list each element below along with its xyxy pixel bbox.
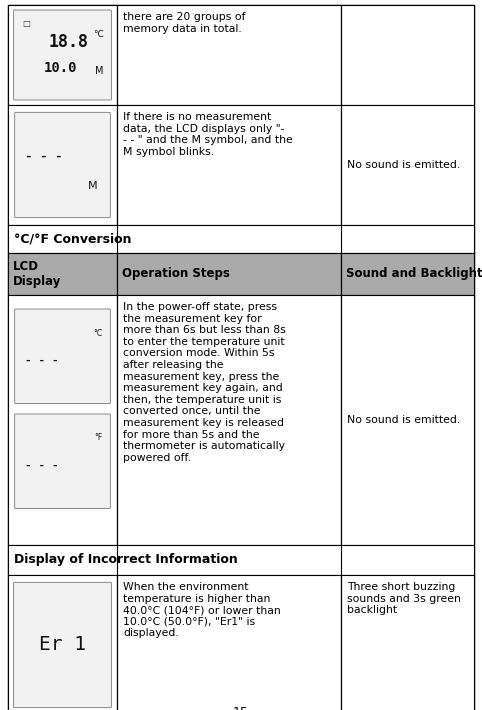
Bar [341, 253, 474, 295]
Text: Three short buzzing
sounds and 3s green
backlight: Three short buzzing sounds and 3s green … [347, 582, 461, 615]
Text: - - -: - - - [25, 151, 63, 163]
Text: 15: 15 [233, 706, 249, 710]
Text: Display of Incorrect Information: Display of Incorrect Information [14, 554, 238, 567]
Text: In the power-off state, press
the measurement key for
more than 6s but less than: In the power-off state, press the measur… [123, 302, 286, 463]
FancyBboxPatch shape [14, 414, 110, 508]
Text: □: □ [22, 19, 30, 28]
Text: 10.0: 10.0 [43, 61, 77, 75]
Bar [8, 5, 117, 105]
FancyBboxPatch shape [13, 582, 111, 708]
Bar [117, 5, 341, 105]
Text: If there is no measurement
data, the LCD displays only "-
- - " and the M symbol: If there is no measurement data, the LCD… [123, 112, 293, 157]
Text: M: M [88, 180, 97, 191]
FancyBboxPatch shape [14, 112, 110, 217]
Text: Operation Steps: Operation Steps [122, 268, 230, 280]
Bar [8, 295, 117, 545]
Bar [8, 253, 117, 295]
Bar [117, 295, 341, 545]
FancyBboxPatch shape [14, 309, 110, 403]
FancyBboxPatch shape [13, 10, 111, 100]
Bar [117, 253, 341, 295]
Text: No sound is emitted.: No sound is emitted. [347, 415, 460, 425]
Bar [117, 105, 341, 225]
Text: 18.8: 18.8 [48, 33, 88, 51]
Bar [117, 575, 341, 710]
Bar [341, 5, 474, 105]
Text: No sound is emitted.: No sound is emitted. [347, 160, 460, 170]
Bar [8, 105, 117, 225]
Bar [8, 545, 474, 575]
Text: When the environment
temperature is higher than
40.0°C (104°F) or lower than
10.: When the environment temperature is high… [123, 582, 281, 638]
Text: Er 1: Er 1 [39, 635, 86, 655]
Text: Sound and Backlight: Sound and Backlight [346, 268, 482, 280]
Bar [8, 225, 474, 253]
Text: °F: °F [94, 434, 102, 442]
Text: °C: °C [94, 31, 104, 39]
Text: there are 20 groups of
memory data in total.: there are 20 groups of memory data in to… [123, 12, 245, 33]
Bar [341, 295, 474, 545]
Bar [341, 575, 474, 710]
Bar [341, 105, 474, 225]
Bar [8, 575, 117, 710]
Text: °C: °C [94, 329, 103, 337]
Text: LCD
Display: LCD Display [13, 260, 61, 288]
Text: °C/°F Conversion: °C/°F Conversion [14, 232, 132, 246]
Text: M: M [94, 65, 103, 75]
Text: - - -: - - - [25, 461, 59, 471]
Text: - - -: - - - [25, 356, 59, 366]
